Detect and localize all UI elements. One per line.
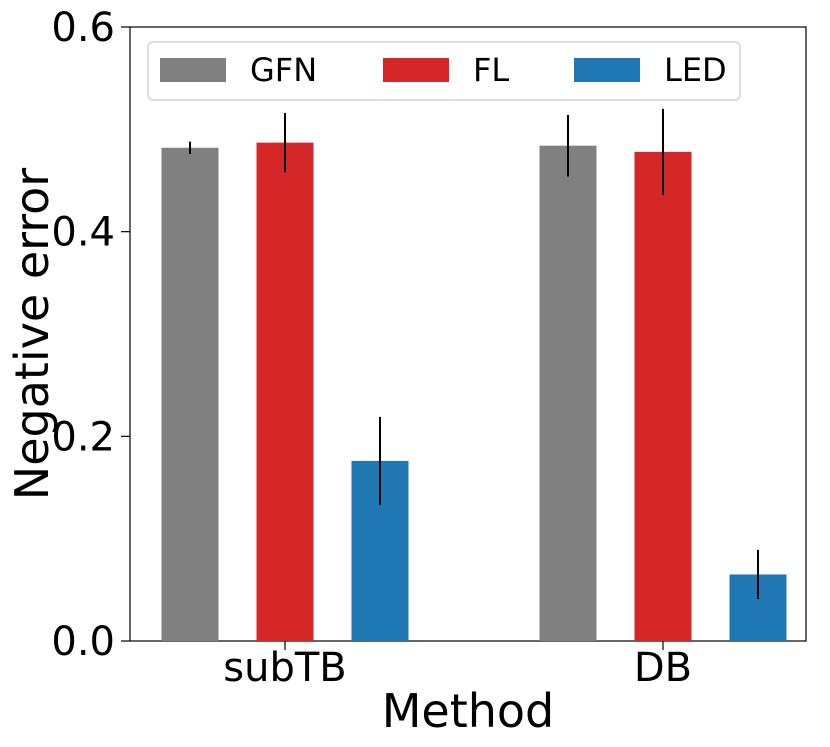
bar-fl-subtb [256,142,314,642]
x-tick-label: DB [634,645,692,691]
x-axis: subTB DB [223,641,692,691]
legend-swatch-fl [383,58,449,82]
legend-label-gfn: GFN [250,51,317,89]
y-tick-label: 0.6 [51,5,115,51]
y-tick-label: 0.4 [51,210,115,256]
bar-fl-db [634,151,692,641]
legend-swatch-gfn [160,58,226,82]
y-axis: 0.0 0.2 0.4 0.6 [51,5,130,665]
legend-swatch-led [574,58,640,82]
legend: GFN FL LED [147,41,741,101]
y-tick-label: 0.0 [51,619,115,665]
x-axis-title: Method [382,684,555,738]
y-axis-title: Negative error [5,168,59,501]
x-tick-label: subTB [223,645,346,691]
plot-area [129,26,807,642]
bars-group [161,108,787,642]
legend-label-fl: FL [473,51,509,89]
bar-gfn-subtb [161,147,219,641]
bar-gfn-db [539,145,597,641]
y-tick-label: 0.2 [51,414,115,460]
legend-label-led: LED [664,51,727,89]
